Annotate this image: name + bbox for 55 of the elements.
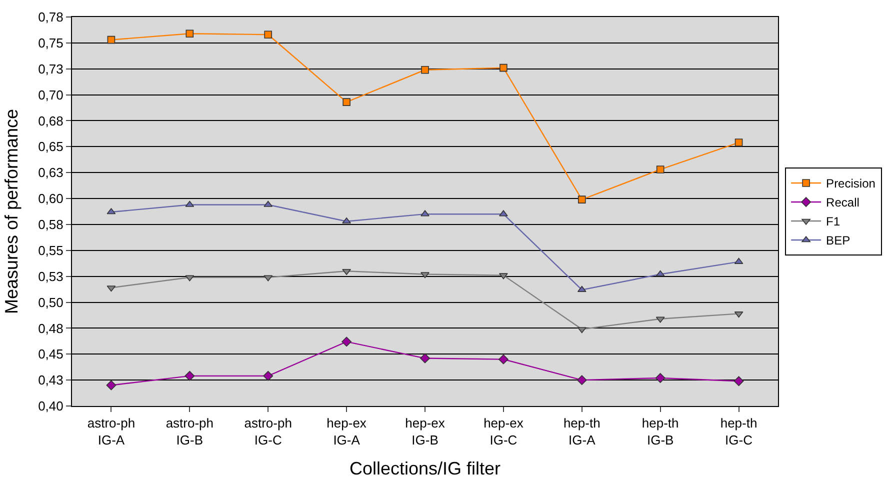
- y-tick-label: 0,50: [38, 294, 64, 310]
- y-tick-label: 0,73: [38, 61, 64, 76]
- point: [186, 30, 194, 38]
- point: [106, 380, 116, 390]
- y-tick-label: 0,75: [38, 35, 64, 50]
- x-tick-label: hep-th IG-C: [720, 416, 758, 448]
- point: [263, 370, 274, 381]
- point: [499, 210, 508, 216]
- point: [499, 273, 508, 280]
- y-tick-label: 0,78: [38, 10, 64, 25]
- y-tick-label: 0,65: [38, 139, 64, 154]
- legend-label: Precision: [826, 176, 876, 191]
- y-tick-label: 0,43: [38, 372, 64, 388]
- point: [655, 373, 666, 383]
- x-tick-label: astro-ph IG-A: [87, 416, 136, 448]
- y-tick-label: 0,40: [38, 398, 64, 414]
- point: [498, 354, 508, 364]
- x-tick-label: hep-ex IG-C: [484, 416, 524, 448]
- x-axis-title: Collections/IG filter: [349, 458, 501, 479]
- point: [420, 353, 430, 364]
- y-tick-label: 0,70: [38, 87, 64, 102]
- point: [578, 196, 586, 204]
- point: [420, 210, 430, 216]
- x-tick-label: astro-ph IG-C: [244, 416, 292, 448]
- point: [421, 66, 429, 74]
- y-tick-label: 0,45: [38, 346, 64, 362]
- x-tick-label: hep-ex IG-B: [405, 416, 446, 448]
- y-tick-label: 0,63: [38, 165, 64, 180]
- x-tick-label: hep-th IG-B: [642, 416, 679, 448]
- point: [342, 217, 351, 224]
- point: [500, 64, 508, 72]
- point: [264, 30, 272, 39]
- y-tick-label: 0,58: [38, 217, 64, 232]
- legend-label: Recall: [826, 196, 860, 210]
- point: [420, 272, 430, 278]
- point: [342, 336, 352, 347]
- x-tick-label: hep-th IG-A: [563, 416, 600, 448]
- y-tick-label: 0,68: [38, 113, 64, 128]
- point: [342, 269, 351, 276]
- point: [656, 166, 664, 174]
- y-tick-label: 0,53: [38, 268, 64, 284]
- point: [734, 376, 744, 386]
- point: [576, 375, 587, 386]
- x-tick-label: hep-ex IG-A: [326, 416, 367, 448]
- y-tick-label: 0,60: [38, 191, 64, 206]
- point: [734, 138, 743, 146]
- point: [107, 36, 116, 44]
- point: [342, 98, 350, 106]
- legend-label: BEP: [826, 234, 850, 248]
- point: [184, 370, 195, 381]
- x-tick-label: astro-ph IG-B: [166, 416, 214, 448]
- legend-label: F1: [826, 214, 840, 229]
- y-axis-title: Measures of performance: [1, 108, 22, 314]
- y-tick-label: 0,48: [38, 320, 64, 336]
- y-tick-label: 0,55: [38, 242, 64, 258]
